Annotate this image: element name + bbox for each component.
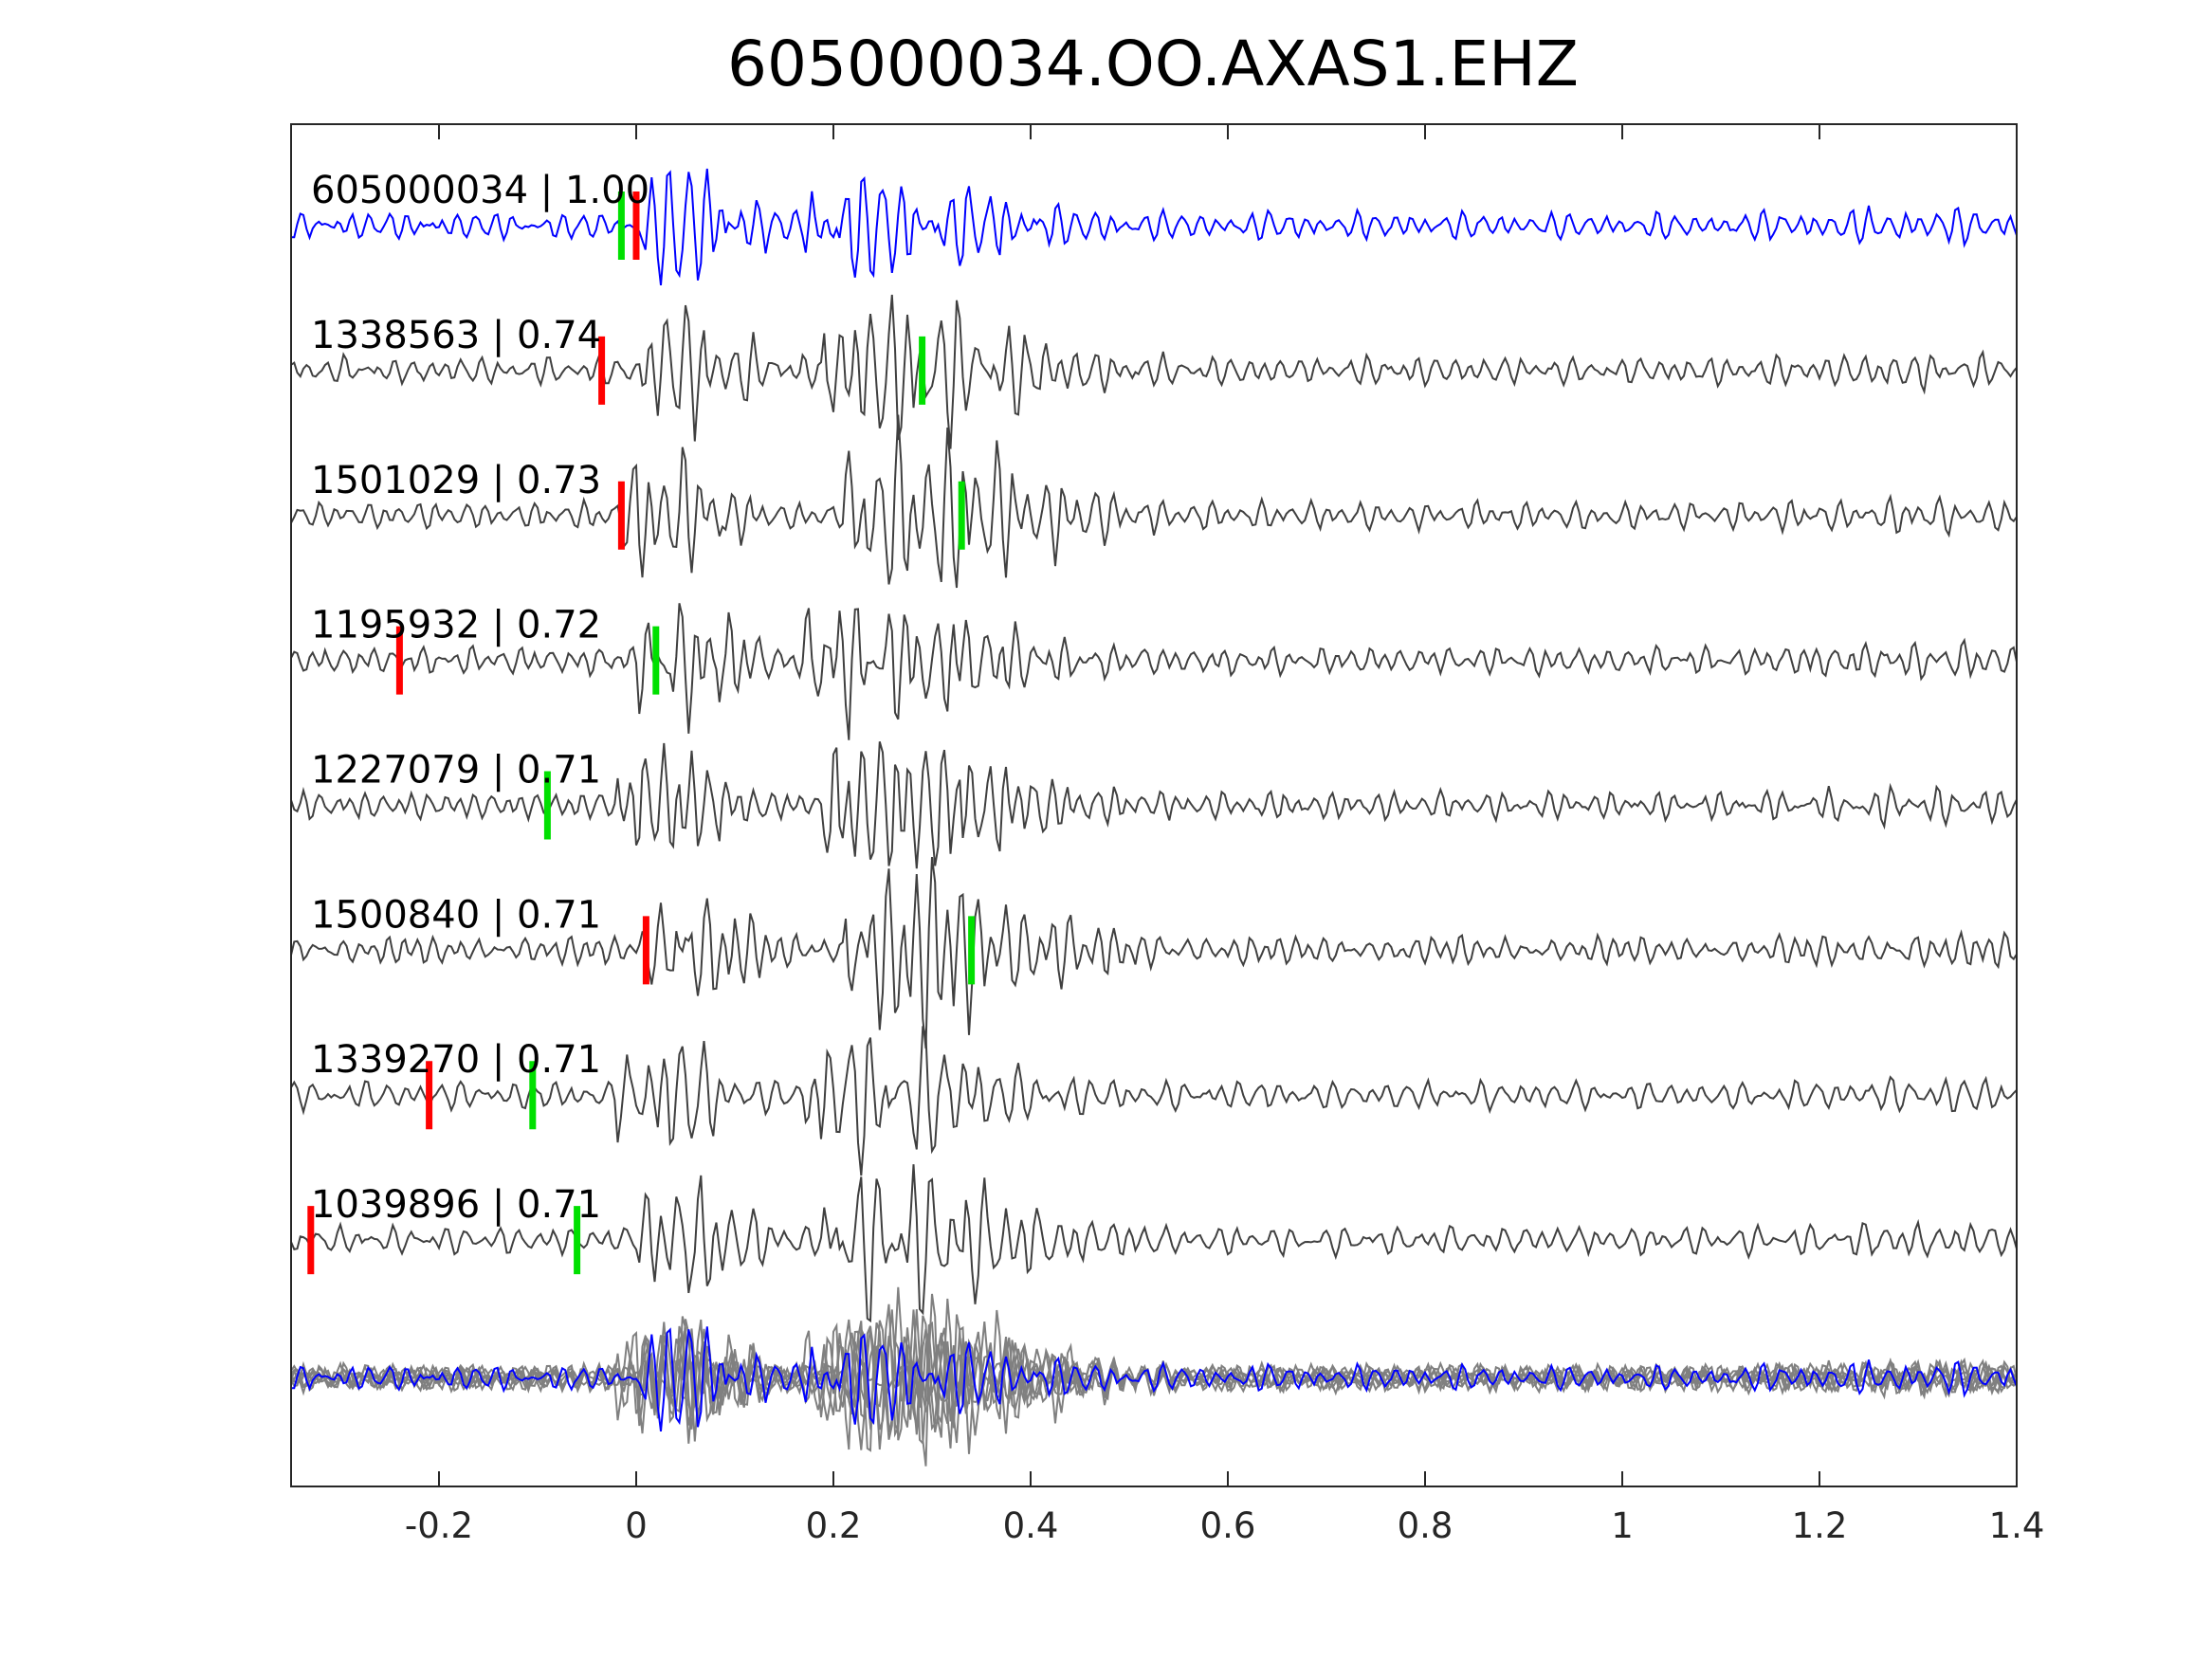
- x-tick-label: 1.2: [1792, 1505, 1848, 1546]
- match-waveform: [290, 1026, 2018, 1176]
- x-axis: -0.2 0 0.2 0.4 0.6 0.8 1 1.2 1.4: [405, 124, 2045, 1546]
- x-tick-label: 1: [1611, 1505, 1634, 1546]
- trace-label: 1500840 | 0.71: [311, 893, 601, 937]
- template-waveform: [291, 168, 2018, 286]
- phase-picks-layer: [307, 191, 976, 1275]
- x-tick-label: 0.4: [1003, 1505, 1059, 1546]
- traces-layer: [290, 168, 2018, 1323]
- x-tick-label: -0.2: [405, 1505, 473, 1546]
- chart-title: 605000034.OO.AXAS1.EHZ: [727, 27, 1579, 100]
- overlay-match-waveform: [290, 1293, 2018, 1467]
- match-waveform: [290, 294, 2018, 449]
- match-waveform: [290, 741, 2018, 869]
- match-waveform: [290, 856, 2018, 1049]
- match-waveform: [290, 414, 2018, 589]
- x-tick-label: 0.6: [1200, 1505, 1256, 1546]
- trace-label: 1501029 | 0.73: [311, 459, 601, 502]
- trace-label: 1039896 | 0.71: [311, 1183, 601, 1227]
- overlay-match-waveform: [290, 1315, 2018, 1450]
- trace-label: 1227079 | 0.71: [311, 749, 601, 793]
- trace-labels-layer: 605000034 | 1.00 1338563 | 0.74 1501029 | …: [311, 169, 649, 1227]
- x-tick-label: 0.8: [1398, 1505, 1453, 1546]
- trace-label: 605000034 | 1.00: [311, 169, 649, 212]
- x-tick-label: 0: [625, 1505, 648, 1546]
- x-tick-label: 1.4: [1989, 1505, 2045, 1546]
- trace-label: 1338563 | 0.74: [311, 314, 601, 357]
- overlay-template-waveform: [291, 1326, 2018, 1432]
- trace-label: 1339270 | 0.71: [311, 1038, 601, 1082]
- trace-label: 1195932 | 0.72: [311, 604, 601, 647]
- match-waveform: [290, 603, 2018, 740]
- overlay-stack: [290, 1286, 2018, 1467]
- plot-frame: [290, 123, 2018, 1487]
- x-tick-label: 0.2: [806, 1505, 862, 1546]
